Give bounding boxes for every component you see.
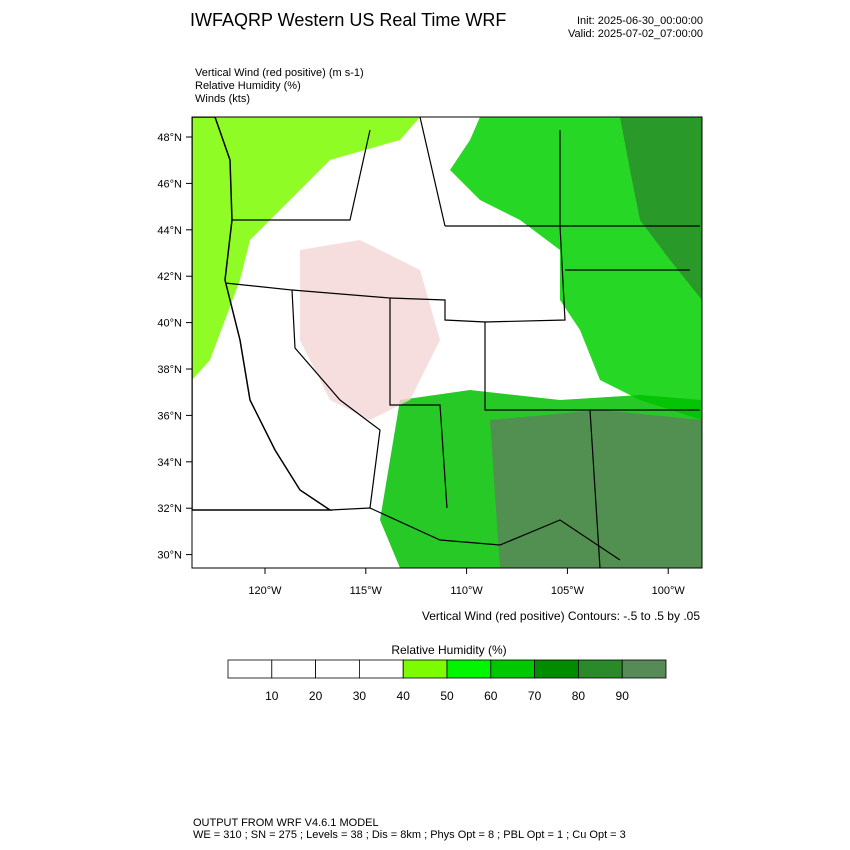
lat-tick-label: 30°N [157, 550, 182, 562]
colorbar-box [621, 659, 667, 679]
state-borders [224, 117, 700, 568]
lat-tick-label: 46°N [157, 178, 182, 190]
colorbar-label: 10 [265, 689, 279, 703]
coastline [192, 117, 333, 511]
lat-tick-label: 36°N [157, 410, 182, 422]
colorbar-box [534, 659, 579, 679]
lon-tick-label: 115°W [350, 585, 383, 597]
valid-time: Valid: 2025-07-02_07:00:00 [568, 28, 703, 40]
lon-tick-label: 120°W [248, 585, 282, 597]
colorbar-label: 40 [397, 689, 411, 703]
colorbar-box [271, 659, 316, 679]
humidity-area [192, 117, 420, 380]
map [191, 116, 703, 569]
lon-tick-label: 105°W [551, 585, 585, 597]
colorbar-box [358, 659, 404, 679]
colorbar-label: 80 [572, 689, 586, 703]
lat-tick-label: 34°N [157, 457, 182, 469]
humidity-area [620, 117, 702, 300]
colorbar-box [227, 659, 273, 679]
colorbar: 10 20 30 40 50 60 70 80 90 [227, 659, 667, 703]
colorbar-box [315, 659, 360, 679]
colorbar-label: 20 [309, 689, 323, 703]
colorbar-box [490, 659, 535, 679]
field-label: Relative Humidity (%) [195, 80, 301, 92]
lat-tick-label: 40°N [157, 318, 182, 330]
lat-tick-label: 38°N [157, 364, 182, 376]
lat-tick-label: 32°N [157, 503, 182, 515]
vertical-wind-area [300, 240, 440, 420]
field-label: Winds (kts) [195, 93, 250, 105]
lon-tick-label: 110°W [450, 585, 483, 597]
colorbar-box [578, 659, 623, 679]
colorbar-label: 30 [353, 689, 367, 703]
footer-line: OUTPUT FROM WRF V4.6.1 MODEL [193, 817, 379, 829]
colorbar-label: 60 [484, 689, 498, 703]
lon-tick-label: 100°W [652, 585, 686, 597]
contour-note: Vertical Wind (red positive) Contours: -… [422, 609, 700, 623]
colorbar-box [402, 659, 448, 679]
map-ticks: 48°N 46°N 44°N 42°N 40°N 38°N 36°N 34°N 32°N 30°N… [157, 132, 685, 597]
colorbar-box [446, 659, 492, 679]
humidity-area [490, 410, 702, 568]
map-frame [191, 116, 703, 569]
footer-line: WE = 310 ; SN = 275 ; Levels = 38 ; Dis … [193, 829, 626, 841]
init-time: Init: 2025-06-30_00:00:00 [577, 15, 703, 27]
colorbar-label: 90 [616, 689, 630, 703]
lat-tick-label: 48°N [157, 132, 182, 144]
field-label: Vertical Wind (red positive) (m s-1) [195, 67, 364, 79]
lat-tick-label: 44°N [157, 225, 182, 237]
colorbar-title: Relative Humidity (%) [391, 643, 506, 657]
colorbar-label: 70 [528, 689, 542, 703]
lat-tick-label: 42°N [157, 271, 182, 283]
title: IWFAQRP Western US Real Time WRF [190, 10, 506, 30]
colorbar-label: 50 [440, 689, 454, 703]
